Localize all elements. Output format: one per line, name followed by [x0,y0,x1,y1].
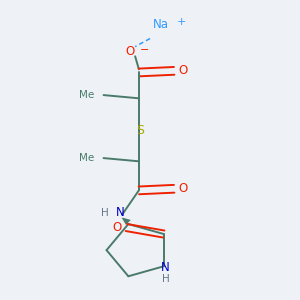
Text: O: O [112,221,122,234]
Text: −: − [140,45,149,55]
Text: H: H [162,274,170,284]
Text: O: O [125,45,134,58]
Text: Na: Na [153,17,169,31]
Text: O: O [179,64,188,77]
Text: +: + [177,17,186,27]
Text: H: H [101,208,109,218]
Text: S: S [136,124,144,137]
Polygon shape [122,218,131,225]
Text: Me: Me [79,153,94,163]
Text: O: O [179,182,188,195]
Text: N: N [161,261,170,274]
Text: N: N [116,206,125,220]
Text: Me: Me [79,90,94,100]
